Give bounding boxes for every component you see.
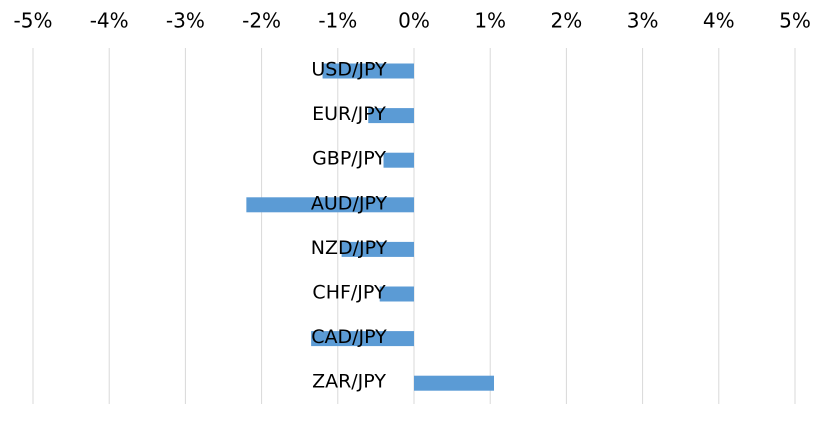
x-tick-label: 2% (551, 9, 583, 33)
bar (322, 63, 414, 79)
category-label: CAD/JPY (311, 326, 387, 348)
x-tick-label: -1% (318, 9, 357, 33)
category-labels: USD/JPY EUR/JPY GBP/JPY AUD/JPY NZD/JPY CHF/J… (311, 59, 388, 393)
category-label: NZD/JPY (311, 237, 388, 259)
x-tick-label: 1% (474, 9, 506, 33)
x-tick-label: 5% (779, 9, 811, 33)
x-tick-label: 3% (627, 9, 659, 33)
category-label: GBP/JPY (312, 148, 386, 170)
bars (246, 63, 495, 391)
category-label: ZAR/JPY (312, 371, 386, 393)
category-label: CHF/JPY (312, 282, 386, 304)
x-tick-label: -3% (166, 9, 205, 33)
x-tick-label: 4% (703, 9, 735, 33)
x-tick-label: -4% (90, 9, 129, 33)
bar (341, 241, 414, 257)
category-label: EUR/JPY (312, 103, 386, 125)
bar (311, 331, 414, 347)
bar (246, 197, 414, 213)
x-tick-label: 0% (398, 9, 430, 33)
category-label: AUD/JPY (311, 192, 388, 214)
x-tick-label: -5% (14, 9, 53, 33)
bar (379, 286, 414, 302)
x-tick-label: -2% (242, 9, 281, 33)
bar (414, 375, 495, 391)
x-axis-tick-labels: -5% -4% -3% -2% -1% 0% 1% 2% 3% 4% 5% (14, 9, 811, 33)
bar (383, 152, 414, 168)
gridlines (32, 48, 796, 404)
category-label: USD/JPY (311, 59, 387, 81)
bar (368, 108, 414, 124)
